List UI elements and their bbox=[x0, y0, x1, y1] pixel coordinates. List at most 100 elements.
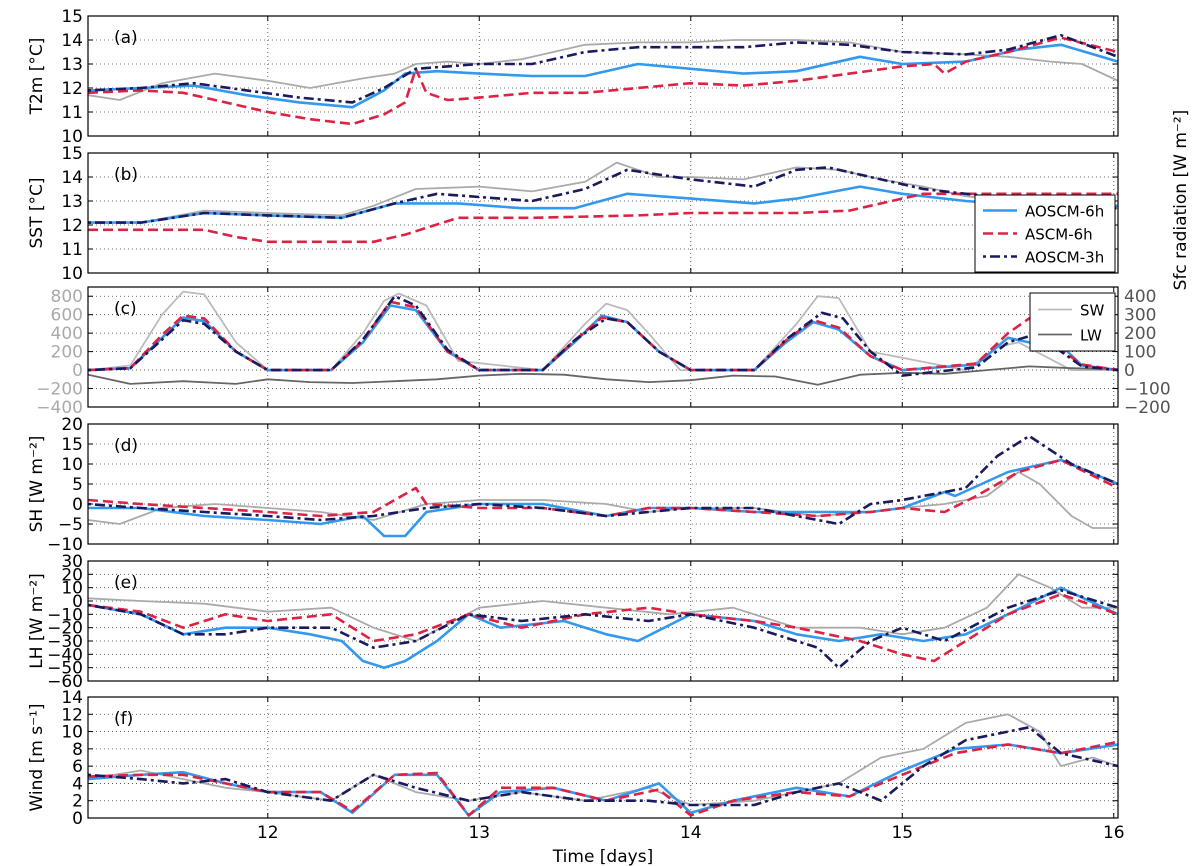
y-axis-label: SH [W m⁻²] bbox=[27, 436, 47, 533]
series-line-aoscm-6h bbox=[88, 586, 1118, 670]
series-line-ascm-6h bbox=[88, 36, 1118, 126]
axes-frame bbox=[87, 423, 1119, 545]
series-line-aoscm-6h bbox=[88, 304, 1118, 372]
series-group bbox=[88, 434, 1118, 538]
y-tick-label: 600 bbox=[51, 306, 83, 326]
y-tick-label: 30 bbox=[61, 552, 83, 572]
legend: SW LW bbox=[1029, 292, 1116, 352]
y-tick-label: 10 bbox=[61, 127, 83, 147]
axes-frame bbox=[87, 152, 1119, 274]
y-tick-label: 20 bbox=[61, 415, 83, 435]
series-line-obs bbox=[88, 471, 1118, 529]
panel-label: (d) bbox=[114, 436, 138, 456]
y-tick-label: 200 bbox=[51, 343, 83, 363]
y-tick-label: 15 bbox=[61, 7, 83, 27]
y-tick-label: 800 bbox=[51, 287, 83, 307]
y-tick-label: 11 bbox=[61, 240, 83, 260]
axes-frame bbox=[87, 696, 1119, 819]
axes-frame bbox=[87, 15, 1119, 137]
y-tick-label: 13 bbox=[61, 55, 83, 75]
right-y-tick-label: 100 bbox=[1124, 343, 1156, 363]
y-tick-label: 12 bbox=[61, 705, 83, 725]
y-tick-label: 5 bbox=[72, 475, 83, 495]
y-tick-label: 0 bbox=[72, 495, 83, 515]
y-tick-label: 10 bbox=[61, 723, 83, 743]
y-tick-label: 0 bbox=[72, 592, 83, 612]
panel-label: (f) bbox=[114, 709, 133, 729]
series-line-aoscm-3h bbox=[88, 294, 1118, 377]
series-group bbox=[88, 573, 1118, 670]
panel-label: (e) bbox=[114, 573, 138, 593]
panel-label: (a) bbox=[114, 28, 138, 48]
y-tick-label: 13 bbox=[61, 192, 83, 212]
series-group bbox=[88, 33, 1118, 126]
legend-label: AOSCM-6h bbox=[1025, 203, 1104, 221]
y-tick-label: 20 bbox=[61, 565, 83, 585]
series-line-ascm-6h bbox=[88, 740, 1118, 817]
y-tick-label: −30 bbox=[47, 632, 83, 652]
right-y-tick-label: 400 bbox=[1124, 287, 1156, 307]
panel-label: (b) bbox=[114, 165, 138, 185]
axes-frame bbox=[87, 560, 1119, 682]
y-tick-label: 400 bbox=[51, 324, 83, 344]
series-line-aoscm-3h bbox=[88, 725, 1118, 807]
x-tick-label: 12 bbox=[257, 823, 279, 843]
y-tick-label: −200 bbox=[36, 380, 83, 400]
y-tick-label: 0 bbox=[72, 809, 83, 829]
panel-3: −400−2000200400600800−200−10001002003004… bbox=[36, 110, 1191, 418]
y-axis-label: LH [W m⁻²] bbox=[27, 573, 47, 668]
y-tick-label: 10 bbox=[61, 579, 83, 599]
series-line-ascm-6h bbox=[88, 592, 1118, 663]
right-y-tick-label: 300 bbox=[1124, 306, 1156, 326]
series-line-aoscm-6h bbox=[88, 458, 1118, 538]
y-tick-label: −20 bbox=[47, 619, 83, 639]
y-tick-label: 12 bbox=[61, 79, 83, 99]
x-tick-label: 15 bbox=[891, 823, 913, 843]
y-tick-label: 8 bbox=[72, 740, 83, 760]
y-tick-label: 14 bbox=[61, 688, 83, 708]
y-tick-label: −10 bbox=[47, 535, 83, 555]
y-tick-label: −400 bbox=[36, 398, 83, 418]
series-group bbox=[88, 161, 1118, 244]
y-axis-label: T2m [°C] bbox=[27, 38, 47, 116]
series-line-ascm-6h bbox=[88, 458, 1118, 518]
y-tick-label: −60 bbox=[47, 672, 83, 692]
series-line-aoscm-3h bbox=[88, 588, 1118, 670]
series-line-aoscm-6h bbox=[88, 743, 1118, 817]
series-line-aoscm-3h bbox=[88, 434, 1118, 526]
y-tick-label: 0 bbox=[72, 361, 83, 381]
legend-label: SW bbox=[1080, 302, 1105, 320]
series-line-ascm-6h bbox=[88, 192, 1118, 244]
y-tick-label: −40 bbox=[47, 645, 83, 665]
axes-frame bbox=[87, 286, 1119, 408]
series-line-lw bbox=[88, 365, 1118, 386]
series-group bbox=[88, 290, 1118, 386]
x-tick-label: 16 bbox=[1103, 823, 1125, 843]
x-axis-label: Time [days] bbox=[552, 847, 653, 866]
y-tick-label: 10 bbox=[61, 455, 83, 475]
y-tick-label: 14 bbox=[61, 168, 83, 188]
legend-box bbox=[1029, 292, 1116, 352]
legend-label: ASCM-6h bbox=[1025, 226, 1093, 244]
y-tick-label: 11 bbox=[61, 103, 83, 123]
legend-label: LW bbox=[1080, 327, 1102, 345]
legend: AOSCM-6h ASCM-6h AOSCM-3h bbox=[974, 194, 1116, 273]
y-tick-label: −50 bbox=[47, 659, 83, 679]
y-tick-label: −5 bbox=[58, 515, 83, 535]
legend-label: AOSCM-3h bbox=[1025, 249, 1104, 267]
y-tick-label: 14 bbox=[61, 31, 83, 51]
series-line-obs bbox=[88, 713, 1118, 806]
y-tick-label: 10 bbox=[61, 264, 83, 284]
y-axis-label: Wind [m s⁻¹] bbox=[27, 703, 47, 811]
right-y-axis-label: Sfc radiation [W m⁻²] bbox=[1171, 110, 1191, 291]
y-tick-label: 15 bbox=[61, 144, 83, 164]
y-tick-label: 12 bbox=[61, 216, 83, 236]
y-tick-label: 15 bbox=[61, 435, 83, 455]
right-y-tick-label: 200 bbox=[1124, 324, 1156, 344]
series-line-aoscm-6h bbox=[88, 43, 1118, 109]
y-tick-label: 6 bbox=[72, 757, 83, 777]
series-group bbox=[88, 713, 1118, 817]
